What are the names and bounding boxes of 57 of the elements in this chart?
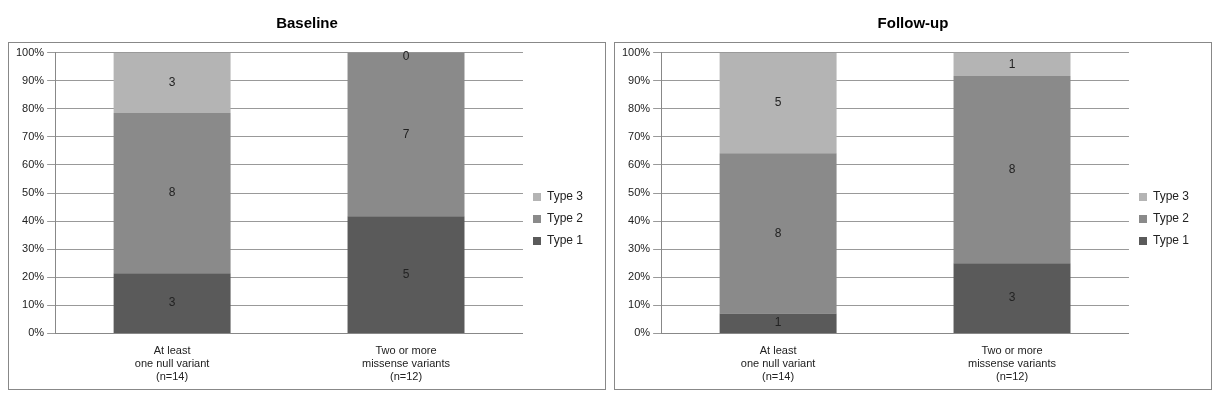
y-tick-label: 60% xyxy=(22,157,45,170)
y-tick-label: 30% xyxy=(22,242,45,255)
x-tick-label: At least one null variant (n=14) xyxy=(740,344,816,383)
annotation: 8 xyxy=(774,225,782,240)
y-tick-label: 10% xyxy=(22,298,45,311)
y-tick-label: 100% xyxy=(621,45,651,58)
bar xyxy=(113,112,231,274)
annotation: 8 xyxy=(1008,161,1016,176)
y-tick-label: 90% xyxy=(22,73,45,86)
annotation: 5 xyxy=(774,95,782,110)
annotation: 5 xyxy=(402,266,410,281)
y-tick-label: 40% xyxy=(628,214,651,227)
legend-label: Type 2 xyxy=(1152,211,1190,226)
bar xyxy=(719,52,837,154)
bar xyxy=(113,52,231,113)
y-tick-label: 70% xyxy=(22,129,45,142)
annotation: 1 xyxy=(1008,56,1016,71)
annotation: 3 xyxy=(168,295,176,310)
bar xyxy=(719,313,837,333)
y-tick-label: 50% xyxy=(22,186,45,199)
bar xyxy=(113,273,231,333)
bar xyxy=(719,153,837,314)
y-tick-label: 70% xyxy=(628,129,651,142)
x-tick-label: Two or more missense variants (n=12) xyxy=(361,344,451,383)
y-tick-label: 50% xyxy=(628,186,651,199)
chart-title: Baseline xyxy=(275,13,339,33)
annotation: 3 xyxy=(1008,290,1016,305)
y-tick-label: 0% xyxy=(28,326,45,339)
x-tick-label: At least one null variant (n=14) xyxy=(134,344,210,383)
bar xyxy=(953,75,1071,264)
y-tick-label: 0% xyxy=(634,326,651,339)
annotation: 3 xyxy=(168,75,176,90)
y-tick-label: 20% xyxy=(628,270,651,283)
y-tick-label: 30% xyxy=(628,242,651,255)
legend-label: Type 2 xyxy=(546,211,584,226)
bar xyxy=(347,52,465,217)
bar xyxy=(953,52,1071,76)
y-tick-label: 40% xyxy=(22,214,45,227)
annotation: 8 xyxy=(168,185,176,200)
y-tick-label: 80% xyxy=(628,101,651,114)
legend-label: Type 1 xyxy=(546,233,584,248)
y-tick-label: 90% xyxy=(628,73,651,86)
legend-label: Type 1 xyxy=(1152,233,1190,248)
annotation: 7 xyxy=(402,126,410,141)
y-tick-label: 60% xyxy=(628,157,651,170)
annotation: 0 xyxy=(402,48,410,63)
annotation: 1 xyxy=(774,315,782,330)
bar xyxy=(347,216,465,333)
chart-title: Follow-up xyxy=(876,13,950,33)
legend-label: Type 3 xyxy=(546,189,584,204)
legend-label: Type 3 xyxy=(1152,189,1190,204)
y-tick-label: 100% xyxy=(15,45,45,58)
y-tick-label: 10% xyxy=(628,298,651,311)
y-tick-label: 20% xyxy=(22,270,45,283)
y-tick-label: 80% xyxy=(22,101,45,114)
x-tick-label: Two or more missense variants (n=12) xyxy=(967,344,1057,383)
bar xyxy=(953,263,1071,333)
